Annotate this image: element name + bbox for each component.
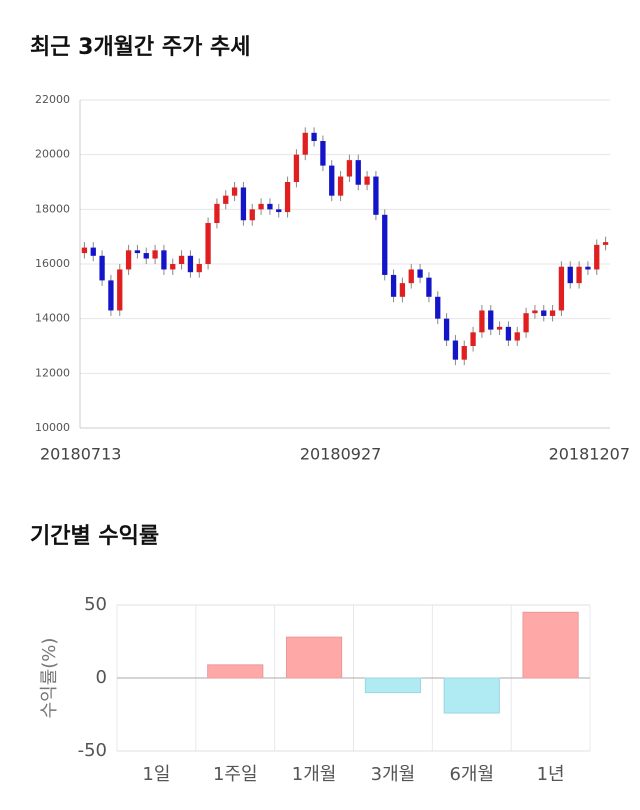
y-tick-label: 16000 [35,257,70,270]
x-tick-label: 1일 [142,764,170,785]
y-tick-label: -50 [78,740,107,761]
candle-body [549,310,556,316]
candle-body [178,255,185,264]
bar [285,636,343,679]
candle-body [214,203,220,223]
chart-title: 최근 3개월간 주가 추세 [30,35,250,60]
bar [443,677,500,714]
x-tick-label: 1주일 [213,764,258,785]
candle-body [320,141,326,166]
candle-body [514,332,520,341]
candle-body [117,269,123,311]
candle-body [258,203,264,210]
candle-body [602,242,609,245]
candle-body [523,313,529,333]
candle-body [170,264,176,270]
candle-body [134,250,141,254]
chart-title: 기간별 수익률 [30,524,159,549]
candle-body [426,277,432,297]
candle-body [382,214,388,275]
candle-body [541,310,547,316]
candle-body [585,266,591,270]
candle-body [90,247,96,256]
y-tick-label: 22000 [35,93,70,106]
y-tick-label: 0 [96,667,107,688]
candle-body [364,176,370,185]
candle-body [125,250,132,270]
candle-body [461,346,467,360]
candle-body [187,255,194,273]
candle-body [417,269,423,278]
candle-body [205,223,211,264]
bar [522,611,579,679]
candle-body [249,209,255,221]
x-tick-label: 1개월 [292,764,337,785]
candle-body [346,160,353,177]
y-tick-label: 18000 [35,202,70,215]
candle-body [355,160,361,185]
candle-body [240,187,247,221]
candle-body [505,326,512,341]
candle-body [373,176,379,215]
candle-body [576,266,582,284]
candle-body [231,187,238,196]
candle-body [196,264,202,273]
candle-body [390,274,397,297]
candle-body [223,195,229,204]
candle-body [143,253,149,259]
candle-body [284,182,291,213]
y-tick-label: 50 [84,594,107,615]
candle-body [496,326,503,330]
candle-body [108,280,114,311]
bar [364,677,422,694]
candle-body [81,247,88,254]
candle-body [302,132,308,155]
candle-body [293,154,300,182]
candle-body [443,318,450,341]
candle-body [161,250,167,270]
candle-body [452,340,459,360]
candle-body [337,176,344,196]
candle-body [408,269,414,284]
bar [207,664,264,679]
y-tick-label: 12000 [35,366,70,379]
candle-body [435,296,441,319]
candle-body [276,209,282,213]
y-tick-label: 20000 [35,148,70,161]
y-tick-label: 10000 [35,421,70,434]
candle-body [267,203,273,210]
x-tick-label: 20180713 [40,445,121,464]
candle-body [99,255,105,281]
candle-body [470,332,476,346]
candle-body [558,266,565,311]
x-tick-label: 20180927 [300,445,381,464]
candle-body [488,310,494,330]
candle-body [532,310,538,314]
candle-body [399,283,406,297]
candle-body [329,165,335,196]
y-tick-label: 14000 [35,312,70,325]
x-tick-label: 20181207 [549,445,630,464]
candle-body [479,310,485,333]
candle-body [567,266,573,284]
candle-body [311,132,317,141]
x-tick-label: 1년 [537,764,565,785]
y-axis-label: 수익률(%) [39,638,60,719]
candle-body [594,244,600,270]
x-tick-label: 6개월 [449,764,494,785]
x-tick-label: 3개월 [371,764,416,785]
candle-body [152,250,158,259]
